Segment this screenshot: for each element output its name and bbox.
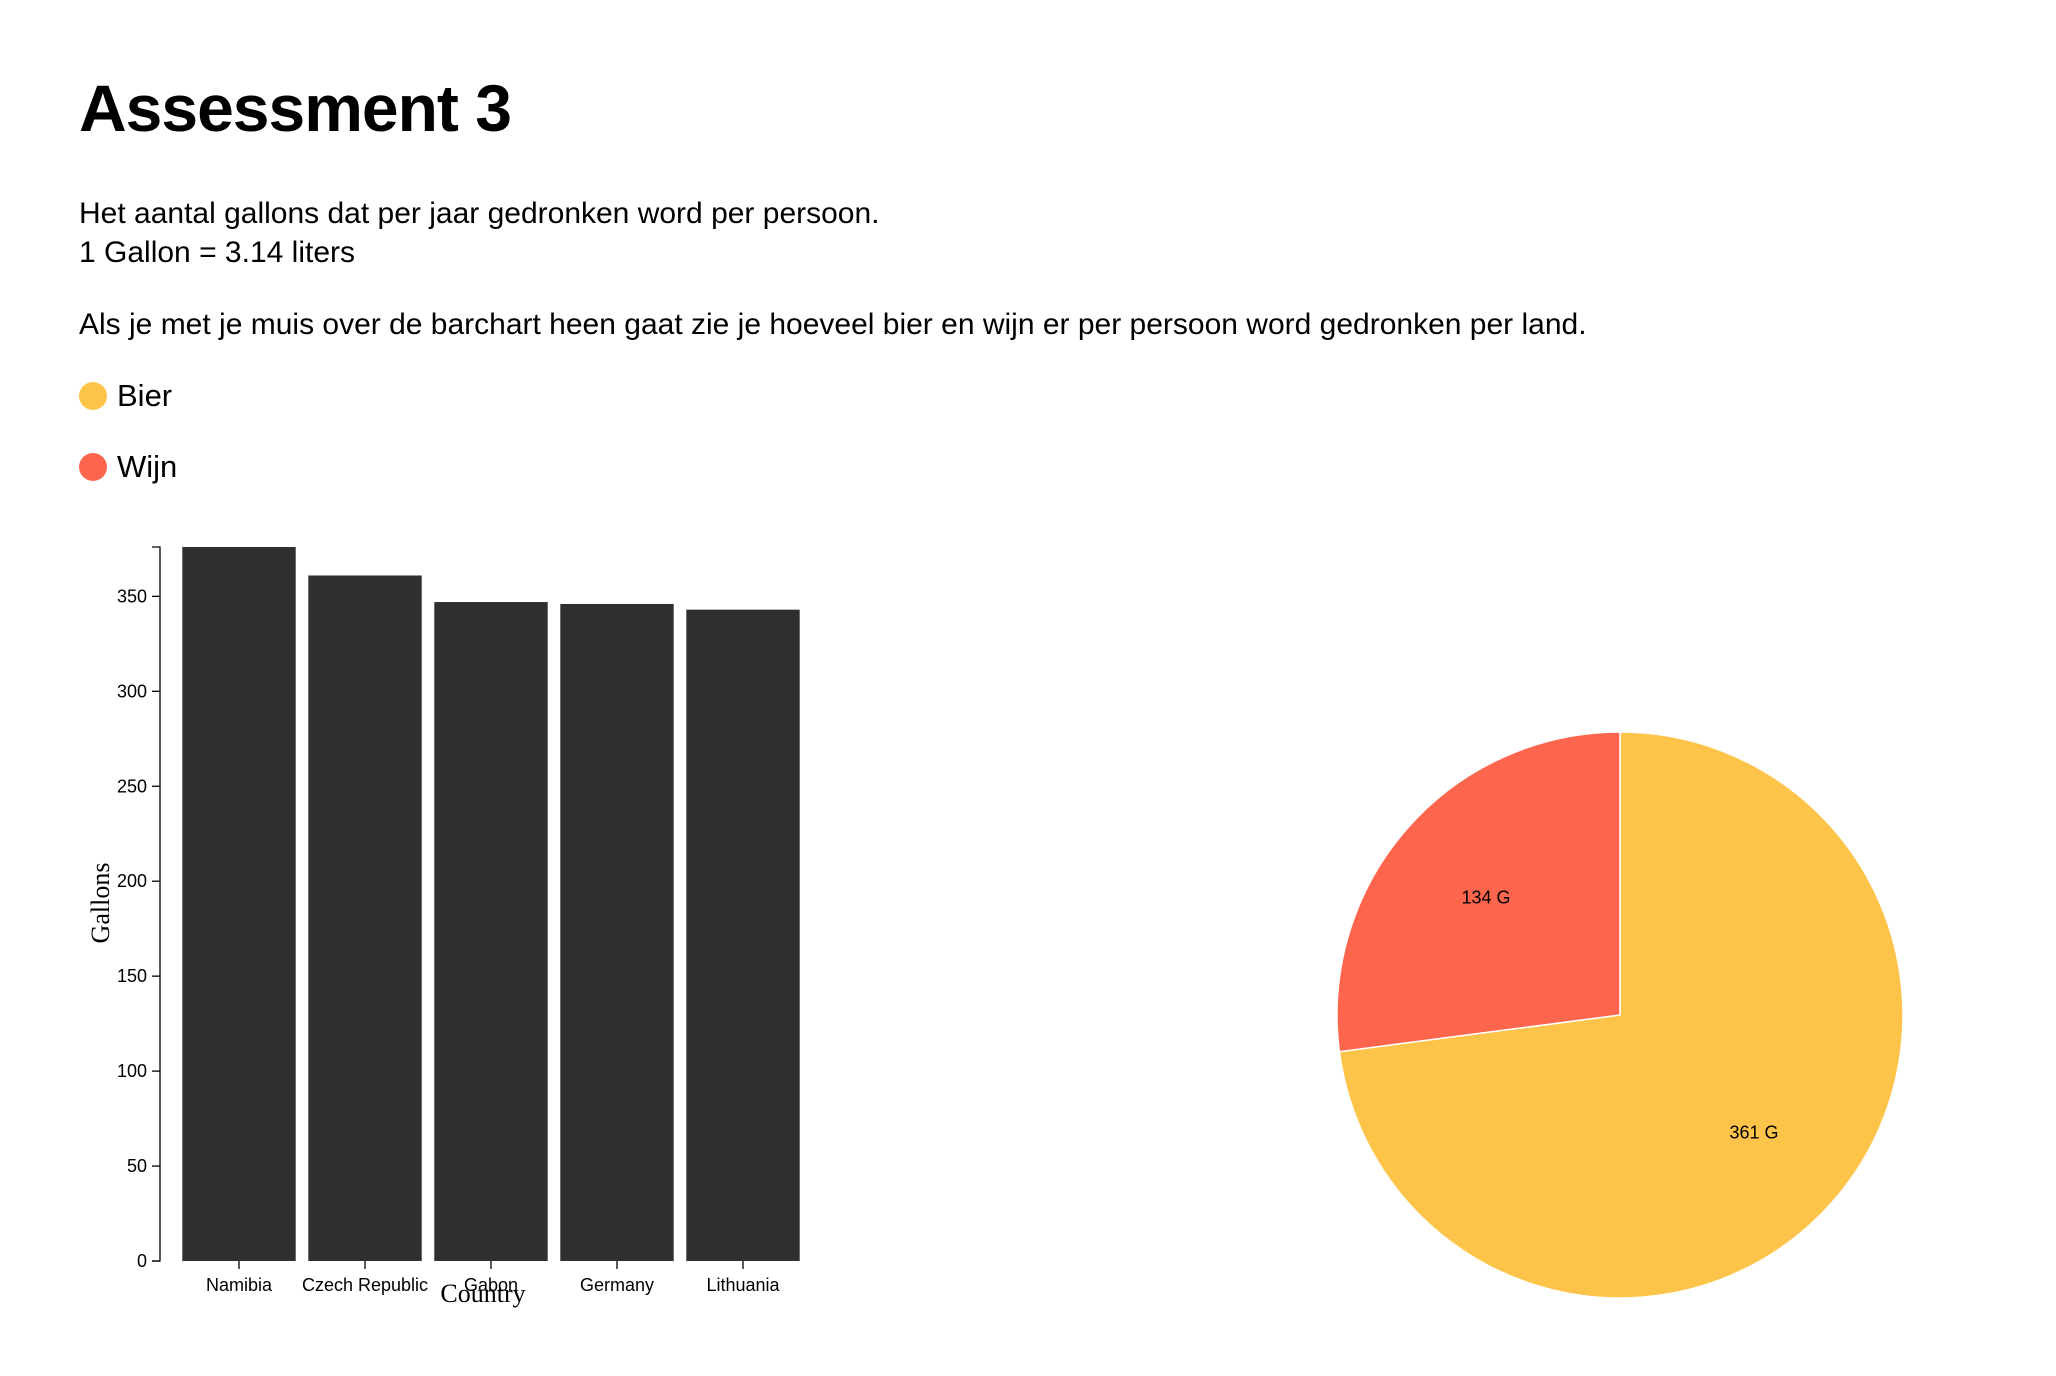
legend-dot-bier (79, 382, 107, 410)
y-tick-label: 350 (117, 586, 147, 606)
page-content: Assessment 3 Het aantal gallons dat per … (79, 60, 1979, 487)
intro-text: Het aantal gallons dat per jaar gedronke… (79, 194, 1979, 272)
x-tick-label: Gabon (464, 1275, 518, 1295)
x-axis-title: Country (440, 1279, 525, 1308)
y-tick-label: 150 (117, 966, 147, 986)
bar-czech-republic[interactable] (308, 575, 422, 1261)
pie-label-wijn: 134 G (1461, 887, 1510, 907)
bar-gabon[interactable] (434, 602, 548, 1261)
y-tick-label: 300 (117, 681, 147, 701)
legend-label-wijn: Wijn (117, 449, 178, 484)
y-axis-title: Gallons (86, 863, 115, 944)
bar-germany[interactable] (560, 603, 674, 1261)
x-tick-label: Namibia (206, 1275, 273, 1295)
legend-label-bier: Bier (117, 378, 173, 413)
x-tick-label: Czech Republic (302, 1275, 428, 1295)
hover-hint: Als je met je muis over de barchart heen… (79, 308, 1587, 341)
legend-dot-wijn (79, 453, 107, 481)
pie-slice-bier (1338, 731, 1904, 1299)
y-tick-label: 250 (117, 776, 147, 796)
legend-item-bier: Bier (79, 376, 1979, 416)
x-tick-label: Lithuania (706, 1275, 780, 1295)
bar-lithuania[interactable] (686, 609, 800, 1261)
page-title: Assessment 3 (79, 71, 512, 145)
y-tick-label: 200 (117, 871, 147, 891)
y-tick-label: 100 (117, 1061, 147, 1081)
pie-chart: 361 G 134 G (1336, 731, 1904, 1299)
bar-chart[interactable]: 0 50 100 150 200 250 300 350 Namibia Czech Republ… (70, 530, 830, 1320)
bar-namibia[interactable] (182, 547, 296, 1261)
intro-line-conversion: 1 Gallon = 3.14 liters (79, 236, 355, 269)
pie-label-bier: 361 G (1729, 1123, 1778, 1143)
pie-slice-wijn (1336, 731, 1621, 1053)
y-tick-label: 50 (127, 1156, 147, 1176)
legend-item-wijn: Wijn (79, 447, 1979, 487)
x-tick-label: Germany (580, 1275, 654, 1295)
intro-line-gallons: Het aantal gallons dat per jaar gedronke… (79, 197, 880, 230)
y-axis-line (152, 546, 161, 1262)
y-tick-label: 0 (137, 1251, 147, 1271)
